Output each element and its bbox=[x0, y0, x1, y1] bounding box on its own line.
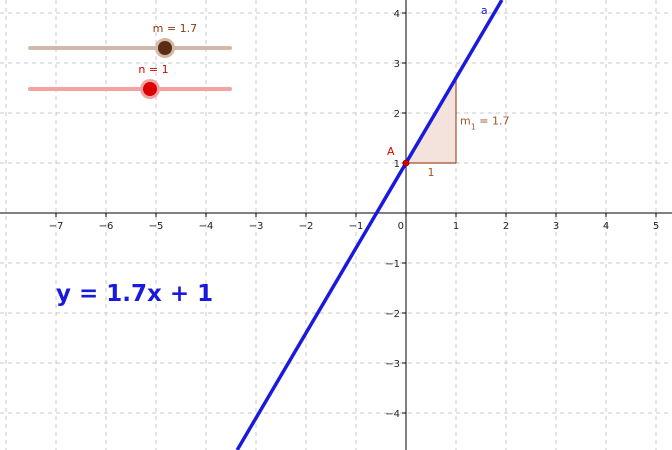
y-tick-label: −1 bbox=[385, 259, 400, 270]
equation-text: y = 1.7x + 1 bbox=[56, 281, 214, 307]
y-tick-label: −4 bbox=[385, 409, 400, 420]
x-tick-label: 2 bbox=[503, 221, 509, 232]
slope-rise-label-main: m bbox=[460, 115, 471, 128]
x-tick-label: −4 bbox=[199, 221, 214, 232]
slope-triangle[interactable]: 1 m1 = 1.7 bbox=[406, 78, 510, 179]
x-tick-label: 3 bbox=[553, 221, 559, 232]
y-tick-label: 4 bbox=[394, 9, 400, 20]
line-a-label: a bbox=[481, 4, 488, 17]
y-tick-label: −3 bbox=[385, 359, 400, 370]
slope-rise-label-sub: 1 bbox=[471, 122, 476, 131]
y-tick-labels: 4 3 2 1 −1 −2 −3 −4 bbox=[385, 9, 406, 420]
x-tick-label: −2 bbox=[299, 221, 314, 232]
point-a-label: A bbox=[387, 145, 395, 158]
x-tick-label: 0 bbox=[398, 221, 404, 232]
slider-m-label: m = 1.7 bbox=[152, 22, 198, 35]
x-tick-label: −7 bbox=[49, 221, 64, 232]
slope-rise-label: m1 = 1.7 bbox=[460, 115, 510, 132]
slider-m-track[interactable] bbox=[28, 46, 232, 50]
point-a[interactable] bbox=[402, 159, 410, 167]
x-tick-label: −3 bbox=[249, 221, 264, 232]
line-a[interactable] bbox=[235, 0, 504, 450]
y-tick-label: 3 bbox=[394, 59, 400, 70]
slider-n-track[interactable] bbox=[28, 87, 232, 91]
slope-rise-label-value: = 1.7 bbox=[476, 115, 510, 128]
y-tick-label: 2 bbox=[394, 109, 400, 120]
x-tick-label: 5 bbox=[653, 221, 659, 232]
y-tick-label: 1 bbox=[394, 159, 400, 170]
slider-n-label: n = 1 bbox=[138, 63, 169, 76]
slider-m-knob[interactable] bbox=[157, 41, 172, 55]
x-tick-label: 4 bbox=[603, 221, 609, 232]
slider-n-knob[interactable] bbox=[143, 82, 158, 96]
x-tick-label: −6 bbox=[99, 221, 114, 232]
y-tick-label: −2 bbox=[385, 309, 400, 320]
x-tick-labels: −7 −6 −5 −4 −3 −2 −1 0 1 2 3 4 5 bbox=[49, 213, 659, 232]
x-tick-label: 1 bbox=[453, 221, 459, 232]
x-tick-label: −5 bbox=[149, 221, 164, 232]
slope-run-label: 1 bbox=[428, 166, 435, 179]
x-tick-label: −1 bbox=[349, 221, 364, 232]
